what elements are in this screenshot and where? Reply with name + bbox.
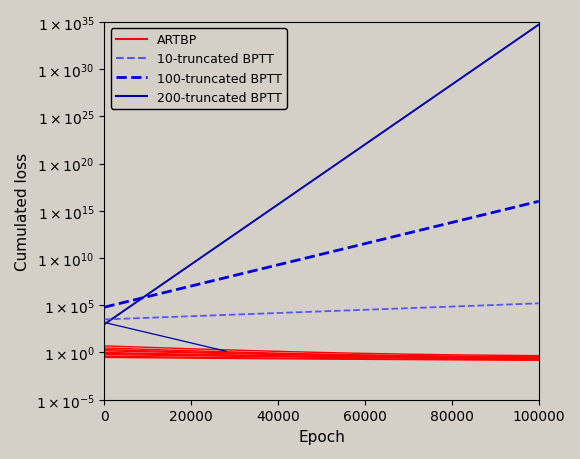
Y-axis label: Cumulated loss: Cumulated loss	[15, 152, 30, 270]
X-axis label: Epoch: Epoch	[298, 429, 345, 444]
Legend: ARTBP, 10-truncated BPTT, 100-truncated BPTT, 200-truncated BPTT: ARTBP, 10-truncated BPTT, 100-truncated …	[111, 29, 287, 110]
